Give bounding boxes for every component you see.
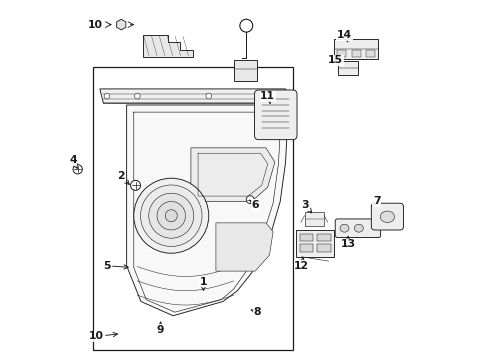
Text: 4: 4 [69,156,77,168]
FancyBboxPatch shape [254,90,296,140]
Bar [337,62,357,75]
Bar [316,234,330,242]
Circle shape [259,93,264,99]
Circle shape [104,93,110,99]
Circle shape [134,93,140,99]
Bar [316,244,330,252]
Circle shape [148,193,193,238]
Polygon shape [142,35,192,57]
Bar [351,50,360,57]
Bar [333,39,378,59]
Polygon shape [100,89,288,103]
Text: 11: 11 [260,91,275,103]
Circle shape [246,196,254,203]
Text: 10: 10 [87,19,102,30]
FancyBboxPatch shape [370,203,403,230]
Text: 9: 9 [157,322,164,335]
Ellipse shape [354,224,363,232]
Text: 1: 1 [199,277,207,291]
Circle shape [73,165,82,174]
Text: 13: 13 [340,237,355,249]
Ellipse shape [380,211,394,222]
Polygon shape [190,148,274,202]
Bar [233,60,257,81]
Circle shape [240,19,252,32]
Polygon shape [216,223,272,271]
Bar [365,50,374,57]
FancyBboxPatch shape [335,219,380,238]
Bar [93,67,292,350]
Bar [337,50,346,57]
Bar [296,230,333,257]
Text: 15: 15 [327,55,343,65]
Bar [299,244,313,252]
Bar [304,212,324,226]
Circle shape [130,180,140,190]
Text: 2: 2 [117,171,129,184]
Text: 8: 8 [251,307,260,317]
Circle shape [157,202,185,230]
Text: 7: 7 [370,197,380,207]
Bar [299,234,313,242]
Text: 12: 12 [293,258,308,271]
Text: 10: 10 [88,332,117,342]
Circle shape [165,210,177,222]
Polygon shape [116,19,125,30]
Text: 6: 6 [249,200,259,210]
Text: 14: 14 [336,30,351,42]
Circle shape [134,178,208,253]
Ellipse shape [339,224,348,232]
Circle shape [277,93,283,99]
Circle shape [140,185,202,247]
Text: 5: 5 [103,261,128,271]
Circle shape [205,93,211,99]
Text: 3: 3 [301,200,311,213]
Polygon shape [126,105,287,316]
